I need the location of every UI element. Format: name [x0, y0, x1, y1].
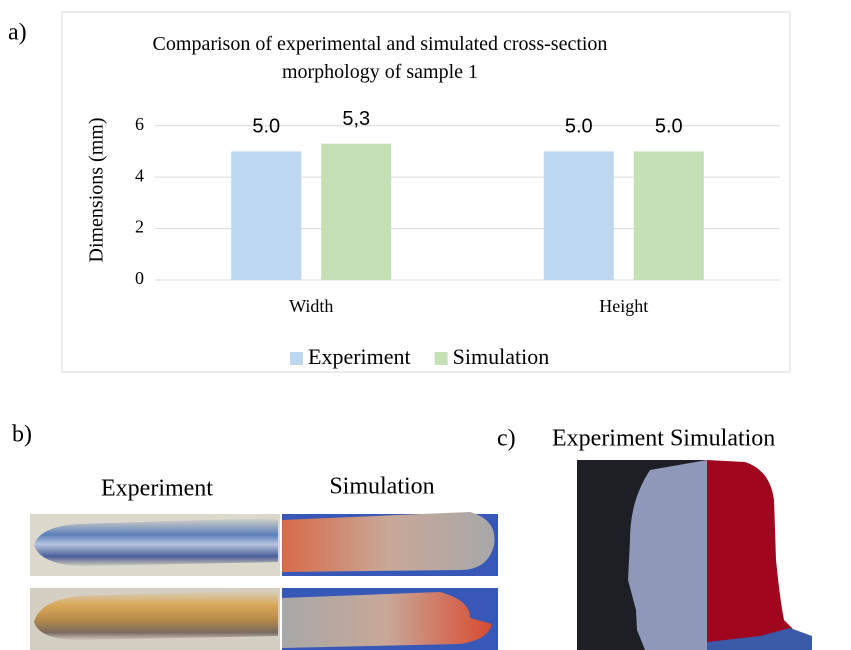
- bar: [633, 151, 704, 280]
- panel-label: c): [497, 426, 516, 452]
- render-simulation: [282, 512, 498, 650]
- x-tick-label: Height: [599, 296, 648, 316]
- cross-section-image: [577, 460, 818, 650]
- image-caption: Experiment Simulation: [552, 426, 775, 452]
- y-tick-label: 4: [135, 165, 144, 185]
- image-caption: Simulation: [329, 474, 434, 500]
- panel-label: a): [8, 20, 27, 46]
- bar: [231, 151, 302, 280]
- value-label: 5,3: [342, 108, 370, 130]
- panel-label: b): [12, 422, 32, 448]
- bar: [321, 143, 392, 280]
- y-tick-label: 0: [135, 268, 144, 288]
- chart-title: Comparison of experimental and simulated…: [152, 33, 608, 83]
- value-label: 5.0: [655, 116, 683, 138]
- value-label: 5.0: [565, 116, 593, 138]
- y-tick-label: 2: [135, 217, 144, 237]
- legend-swatch: [290, 352, 303, 365]
- bar: [543, 151, 614, 280]
- image-caption: Experiment: [101, 476, 213, 502]
- legend-label: Experiment: [308, 344, 411, 369]
- y-tick-label: 6: [135, 114, 144, 134]
- value-label: 5.0: [252, 116, 280, 138]
- x-tick-label: Width: [289, 296, 333, 316]
- photo-experiment: [30, 514, 280, 650]
- legend-label: Simulation: [453, 344, 550, 369]
- legend-swatch: [434, 352, 448, 365]
- y-axis-title: Dimensions (mm): [86, 118, 108, 263]
